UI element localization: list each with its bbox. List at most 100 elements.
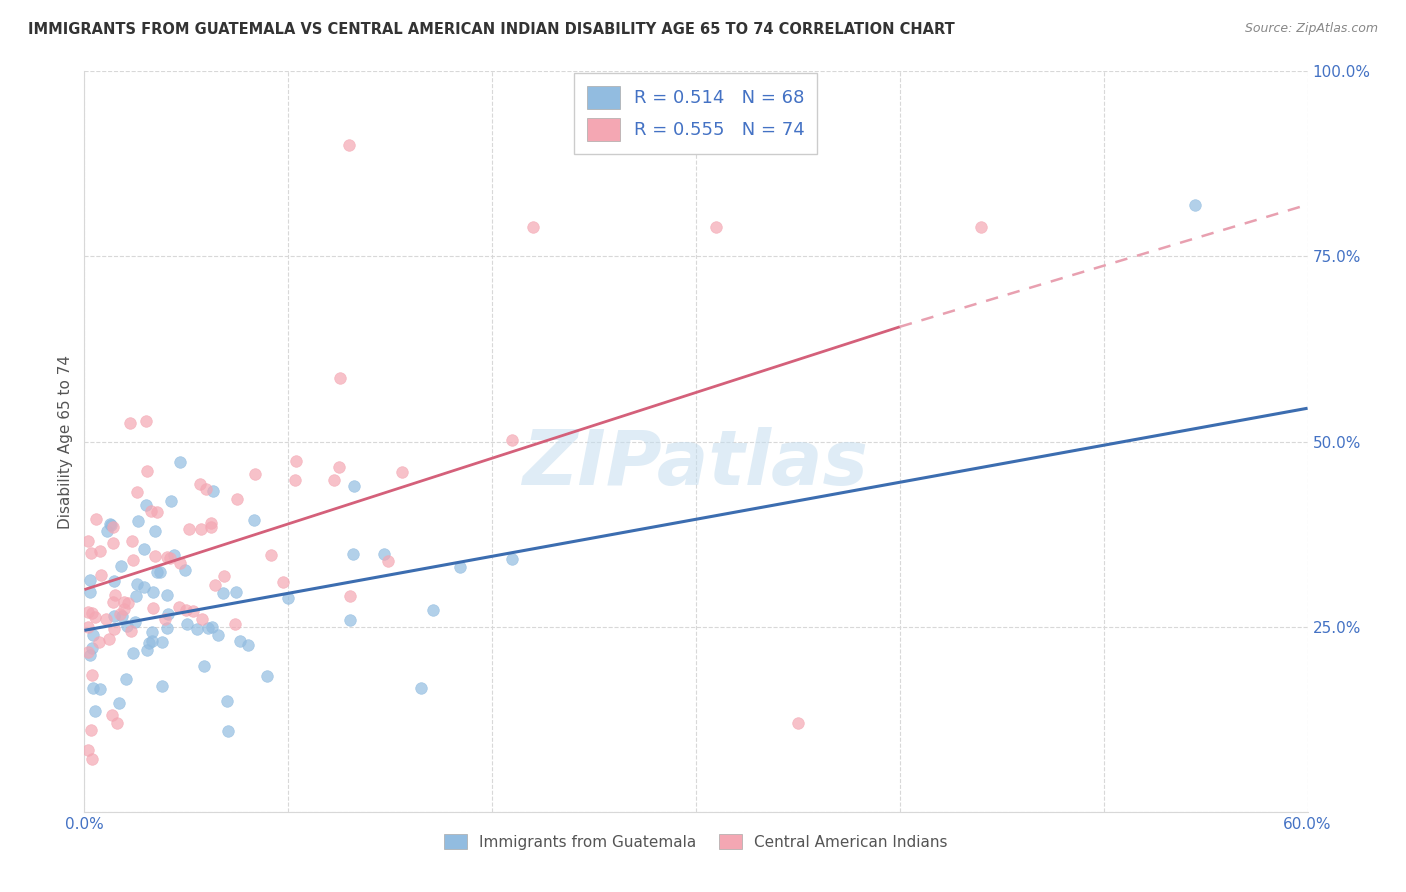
- Point: [970, 219, 993, 234]
- Point: [80, 640, 103, 655]
- Point: [101, 708, 124, 723]
- Point: [277, 591, 299, 606]
- Point: [391, 465, 413, 479]
- Point: [103, 520, 125, 534]
- Point: [169, 556, 191, 570]
- Point: [225, 585, 247, 599]
- Point: [215, 693, 238, 707]
- Point: [224, 616, 246, 631]
- Point: [150, 634, 173, 648]
- Point: [160, 494, 183, 508]
- Point: [190, 476, 212, 491]
- Point: [197, 621, 219, 635]
- Point: [127, 514, 149, 528]
- Point: [121, 533, 143, 548]
- Point: [409, 681, 432, 695]
- Point: [155, 612, 177, 626]
- Point: [200, 520, 222, 534]
- Point: [225, 491, 247, 506]
- Point: [110, 607, 132, 621]
- Y-axis label: Disability Age 65 to 74: Disability Age 65 to 74: [58, 354, 73, 529]
- Point: [84, 512, 107, 526]
- Point: [125, 577, 148, 591]
- Point: [284, 473, 307, 487]
- Point: [124, 615, 146, 629]
- Point: [200, 516, 222, 530]
- Point: [132, 580, 155, 594]
- Point: [82, 667, 104, 681]
- Point: [156, 549, 179, 564]
- Point: [94, 612, 117, 626]
- Point: [98, 516, 121, 531]
- Point: [343, 478, 366, 492]
- Point: [706, 219, 728, 234]
- Point: [146, 505, 169, 519]
- Point: [159, 550, 181, 565]
- Point: [120, 624, 142, 639]
- Point: [149, 565, 172, 579]
- Point: [501, 434, 523, 448]
- Point: [191, 612, 214, 626]
- Point: [135, 642, 157, 657]
- Point: [77, 644, 100, 658]
- Point: [218, 724, 240, 739]
- Point: [77, 533, 100, 548]
- Point: [139, 504, 162, 518]
- Point: [162, 548, 184, 562]
- Point: [122, 553, 145, 567]
- Point: [118, 416, 141, 430]
- Point: [207, 628, 229, 642]
- Point: [522, 219, 544, 234]
- Point: [202, 483, 225, 498]
- Point: [108, 697, 131, 711]
- Point: [238, 639, 260, 653]
- Point: [77, 605, 100, 619]
- Point: [143, 549, 166, 564]
- Point: [110, 558, 132, 573]
- Point: [260, 548, 283, 562]
- Point: [1184, 197, 1206, 211]
- Point: [134, 542, 156, 557]
- Point: [177, 522, 200, 536]
- Point: [98, 632, 121, 646]
- Point: [80, 546, 103, 560]
- Point: [141, 625, 163, 640]
- Point: [422, 603, 444, 617]
- Point: [167, 600, 190, 615]
- Point: [82, 628, 104, 642]
- Point: [181, 604, 204, 618]
- Point: [214, 569, 236, 583]
- Point: [328, 460, 350, 475]
- Point: [96, 524, 118, 539]
- Point: [101, 595, 124, 609]
- Point: [787, 715, 810, 730]
- Point: [107, 716, 129, 731]
- Point: [79, 723, 101, 737]
- Point: [135, 413, 157, 427]
- Point: [77, 620, 100, 634]
- Text: IMMIGRANTS FROM GUATEMALA VS CENTRAL AMERICAN INDIAN DISABILITY AGE 65 TO 74 COR: IMMIGRANTS FROM GUATEMALA VS CENTRAL AME…: [28, 22, 955, 37]
- Point: [339, 613, 361, 627]
- Point: [243, 513, 266, 527]
- Point: [141, 633, 163, 648]
- Point: [169, 455, 191, 469]
- Point: [135, 498, 157, 512]
- Point: [322, 473, 344, 487]
- Point: [285, 454, 308, 468]
- Point: [122, 646, 145, 660]
- Point: [89, 544, 111, 558]
- Point: [89, 635, 111, 649]
- Point: [100, 518, 122, 533]
- Point: [194, 482, 217, 496]
- Point: [138, 636, 160, 650]
- Point: [204, 578, 226, 592]
- Point: [79, 584, 101, 599]
- Point: [79, 648, 101, 663]
- Point: [373, 547, 395, 561]
- Text: ZIPatlas: ZIPatlas: [523, 426, 869, 500]
- Point: [84, 610, 107, 624]
- Point: [111, 609, 134, 624]
- Point: [90, 567, 112, 582]
- Point: [186, 622, 208, 636]
- Point: [117, 596, 139, 610]
